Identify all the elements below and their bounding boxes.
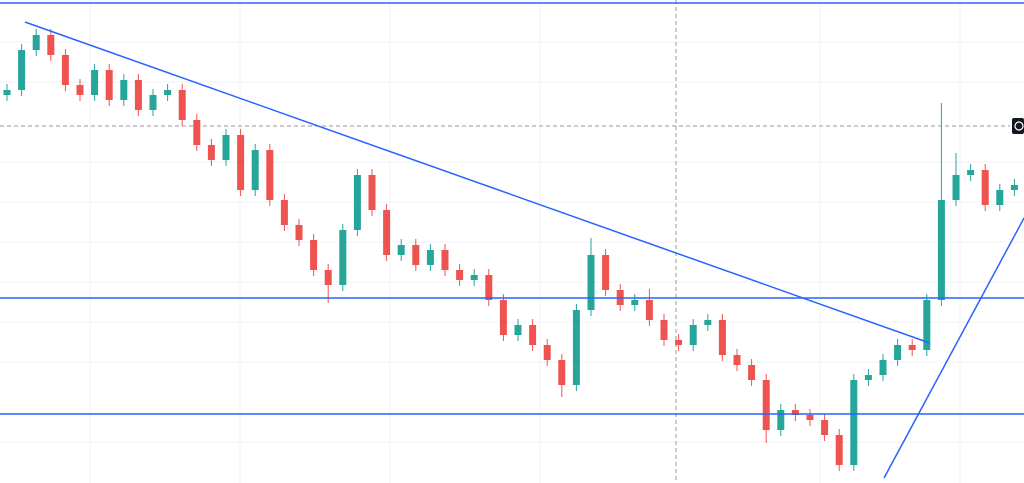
trend-line bbox=[24, 21, 930, 344]
candle-body bbox=[3, 90, 11, 95]
candle-body bbox=[1010, 185, 1018, 190]
candle-body bbox=[485, 275, 493, 300]
candle-body bbox=[631, 300, 639, 305]
candle-body bbox=[149, 95, 157, 110]
candle-body bbox=[718, 320, 726, 355]
candle-body bbox=[835, 435, 843, 465]
candle-body bbox=[426, 250, 434, 265]
candle-body bbox=[645, 300, 653, 320]
candle-body bbox=[324, 270, 332, 285]
candle-body bbox=[981, 170, 989, 205]
candle-body bbox=[529, 325, 537, 345]
candle-body bbox=[61, 55, 69, 85]
candle-body bbox=[91, 70, 99, 95]
trend-line bbox=[883, 217, 1024, 479]
candle-body bbox=[397, 245, 405, 255]
candle-body bbox=[908, 345, 916, 350]
candle-body bbox=[967, 170, 975, 175]
candle-body bbox=[18, 50, 26, 90]
candle-body bbox=[441, 250, 449, 270]
candle-body bbox=[353, 175, 361, 230]
crosshair-button[interactable] bbox=[1012, 118, 1024, 134]
candle-body bbox=[558, 360, 566, 385]
candle-body bbox=[777, 410, 785, 430]
candle-body bbox=[514, 325, 522, 335]
candle-body bbox=[762, 380, 770, 430]
candle-body bbox=[32, 35, 40, 50]
candle-body bbox=[864, 375, 872, 380]
candle-body bbox=[587, 255, 595, 310]
candle-body bbox=[894, 345, 902, 360]
candle-body bbox=[207, 145, 215, 160]
candle-body bbox=[76, 85, 84, 95]
candle-body bbox=[733, 355, 741, 365]
candle-body bbox=[295, 225, 303, 240]
candle-body bbox=[222, 135, 230, 160]
candle-body bbox=[791, 410, 799, 415]
candle-body bbox=[164, 90, 172, 95]
candle-body bbox=[310, 240, 318, 270]
candle-body bbox=[923, 300, 931, 350]
candle-body bbox=[105, 70, 113, 100]
candle-body bbox=[251, 150, 259, 190]
candle-body bbox=[120, 80, 128, 100]
candle-body bbox=[193, 120, 201, 145]
candle-body bbox=[937, 200, 945, 300]
candle-body bbox=[339, 230, 347, 285]
candle-body bbox=[499, 300, 507, 335]
candle-body bbox=[266, 150, 274, 200]
candle-body bbox=[470, 275, 478, 280]
candle-body bbox=[602, 255, 610, 290]
candle-body bbox=[748, 365, 756, 380]
candle-body bbox=[237, 135, 245, 190]
candle-body bbox=[821, 420, 829, 435]
candle-body bbox=[134, 80, 142, 110]
candle-body bbox=[806, 415, 814, 420]
candle-body bbox=[572, 310, 580, 385]
candle-body bbox=[543, 345, 551, 360]
candle-body bbox=[704, 320, 712, 325]
candle-body bbox=[178, 90, 186, 120]
candle-body bbox=[689, 325, 697, 345]
candle-body bbox=[280, 200, 288, 225]
candle-body bbox=[412, 245, 420, 265]
candle-body bbox=[952, 175, 960, 200]
candle-body bbox=[660, 320, 668, 340]
candle-body bbox=[47, 35, 55, 55]
candle-body bbox=[996, 190, 1004, 205]
candle-body bbox=[456, 270, 464, 280]
candle-body bbox=[368, 175, 376, 210]
candle-body bbox=[383, 210, 391, 255]
candle-body bbox=[675, 340, 683, 345]
candle-body bbox=[850, 380, 858, 465]
candle-body bbox=[879, 360, 887, 375]
